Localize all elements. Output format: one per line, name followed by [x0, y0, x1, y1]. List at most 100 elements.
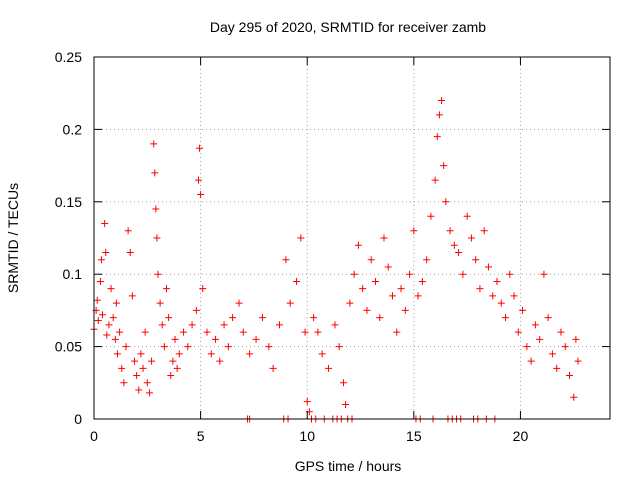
data-point — [523, 343, 531, 351]
data-point — [293, 277, 301, 285]
y-tick-label: 0.05 — [55, 339, 82, 355]
data-point — [141, 328, 149, 336]
ticks-layer: 0 5 10 15 20 0 0.05 0.1 0.15 0.2 0.25 — [55, 49, 610, 444]
data-point — [519, 306, 527, 314]
data-point — [446, 227, 454, 235]
data-point — [423, 256, 431, 264]
data-point — [246, 350, 254, 358]
y-tick-label: 0.2 — [63, 121, 83, 137]
data-point — [101, 220, 109, 228]
data-point — [514, 328, 522, 336]
data-point — [122, 343, 130, 351]
data-point — [493, 277, 501, 285]
data-point — [544, 314, 552, 322]
data-point — [393, 328, 401, 336]
data-point — [96, 277, 104, 285]
data-point — [418, 277, 426, 285]
data-point — [414, 292, 422, 300]
data-point — [124, 227, 132, 235]
data-point — [112, 299, 120, 307]
data-point — [188, 321, 196, 329]
data-point — [314, 328, 322, 336]
x-tick-label: 0 — [90, 428, 98, 444]
data-point — [131, 357, 139, 365]
plot-frame — [93, 56, 611, 420]
data-point — [276, 321, 284, 329]
data-point — [389, 292, 397, 300]
data-point — [111, 335, 119, 343]
data-point — [476, 285, 484, 293]
data-point — [165, 314, 173, 322]
data-point — [527, 357, 535, 365]
x-tick-label: 10 — [299, 428, 315, 444]
data-point — [489, 292, 497, 300]
data-point — [557, 328, 565, 336]
data-point — [116, 328, 124, 336]
data-point — [572, 335, 580, 343]
data-point — [94, 317, 102, 325]
data-point — [169, 357, 177, 365]
data-point — [258, 314, 266, 322]
data-point — [570, 393, 578, 401]
grid-layer — [94, 57, 610, 419]
data-point — [384, 263, 392, 271]
data-point — [318, 350, 326, 358]
data-point — [282, 256, 290, 264]
data-point — [118, 364, 126, 372]
data-point — [506, 270, 514, 278]
data-point — [216, 357, 224, 365]
data-point — [406, 270, 414, 278]
data-point — [401, 306, 409, 314]
data-point — [203, 328, 211, 336]
data-point — [301, 328, 309, 336]
data-point — [410, 227, 418, 235]
y-tick-label: 0.15 — [55, 194, 82, 210]
data-point — [335, 343, 343, 351]
data-point — [397, 285, 405, 293]
data-point — [192, 306, 200, 314]
data-point — [139, 364, 147, 372]
y-axis-label: SRMTID / TECUs — [5, 183, 21, 293]
data-point — [99, 311, 107, 319]
data-point — [342, 401, 350, 409]
data-point — [433, 133, 441, 141]
data-point — [197, 191, 205, 199]
data-point — [93, 296, 101, 304]
data-point — [135, 386, 143, 394]
data-point — [113, 350, 121, 358]
data-point — [467, 234, 475, 242]
data-point — [212, 335, 220, 343]
data-point — [120, 379, 128, 387]
data-point — [150, 140, 158, 148]
data-point — [229, 314, 237, 322]
data-point — [310, 314, 318, 322]
data-point — [455, 248, 463, 256]
data-point — [126, 248, 134, 256]
data-point — [346, 299, 354, 307]
data-point — [431, 176, 439, 184]
data-point — [145, 389, 153, 397]
data-point — [180, 328, 188, 336]
data-point — [109, 314, 117, 322]
chart-title: Day 295 of 2020, SRMTID for receiver zam… — [210, 19, 486, 35]
data-point — [510, 292, 518, 300]
data-point — [175, 350, 183, 358]
data-point — [303, 398, 311, 406]
data-point — [224, 343, 232, 351]
data-point — [536, 335, 544, 343]
data-point — [350, 270, 358, 278]
data-point — [252, 335, 260, 343]
data-point — [531, 321, 539, 329]
data-point — [128, 292, 136, 300]
data-point — [427, 212, 435, 220]
data-point — [137, 350, 145, 358]
data-point — [156, 299, 164, 307]
data-point — [235, 299, 243, 307]
data-point — [151, 169, 159, 177]
data-point — [359, 285, 367, 293]
y-tick-label: 0.1 — [63, 266, 83, 282]
data-point — [502, 314, 510, 322]
data-point — [162, 285, 170, 293]
data-point — [97, 256, 105, 264]
y-tick-label: 0 — [74, 411, 82, 427]
